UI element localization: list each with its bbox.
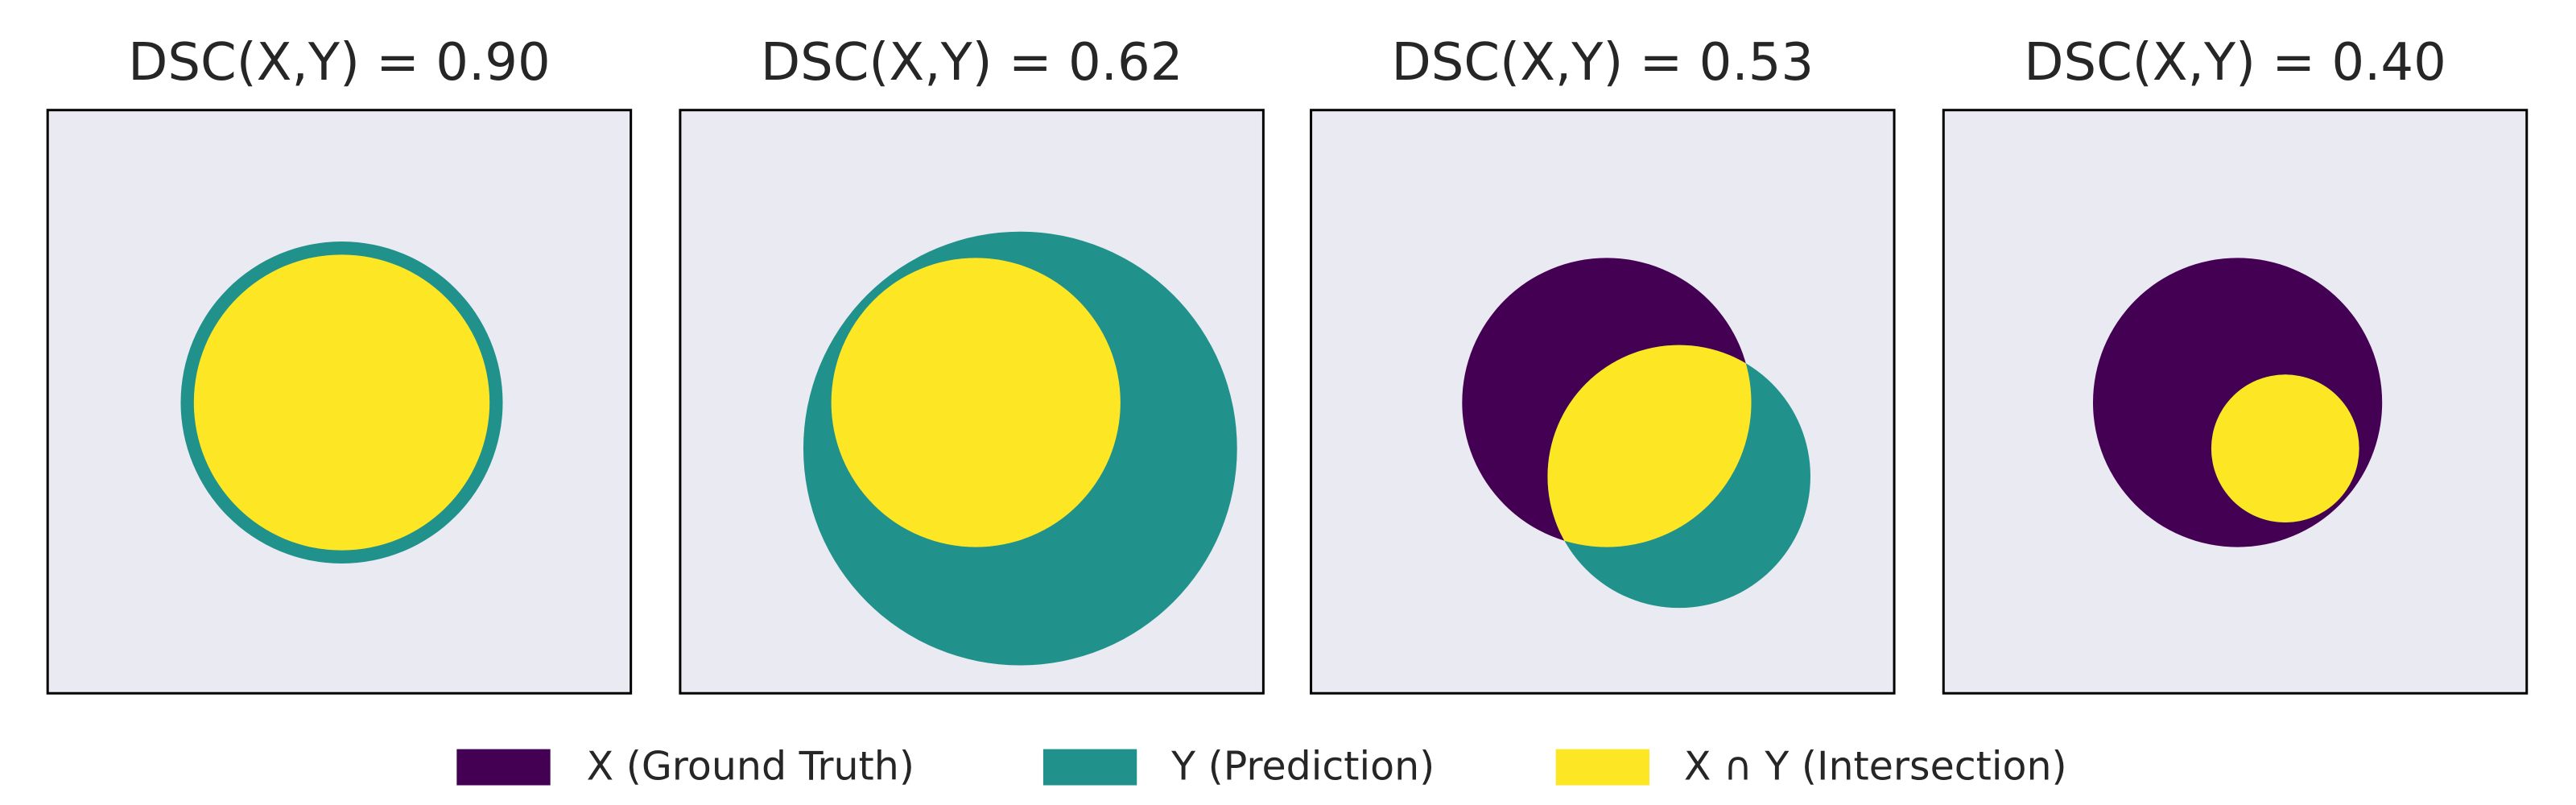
- legend-label: X ∩ Y (Intersection): [1684, 744, 2067, 790]
- panel-frame: [679, 109, 1265, 695]
- panel-title: DSC(X,Y) = 0.53: [1392, 33, 1814, 93]
- intersection-region: [2211, 374, 2359, 522]
- legend-label: X (Ground Truth): [587, 744, 914, 790]
- legend-swatch: [1042, 749, 1137, 786]
- panel-title: DSC(X,Y) = 0.90: [128, 33, 551, 93]
- intersection-region: [1547, 345, 1752, 547]
- panel-frame: [1942, 109, 2529, 695]
- panel-frame: [1310, 109, 1896, 695]
- panel-title: DSC(X,Y) = 0.40: [2024, 33, 2446, 93]
- panel-title: DSC(X,Y) = 0.62: [761, 33, 1183, 93]
- legend-swatch: [1555, 749, 1649, 786]
- legend-swatch: [456, 749, 551, 786]
- intersection-region: [831, 258, 1121, 547]
- legend-label: Y (Prediction): [1170, 744, 1435, 790]
- panel-frame: [46, 109, 633, 695]
- intersection-region: [193, 254, 490, 551]
